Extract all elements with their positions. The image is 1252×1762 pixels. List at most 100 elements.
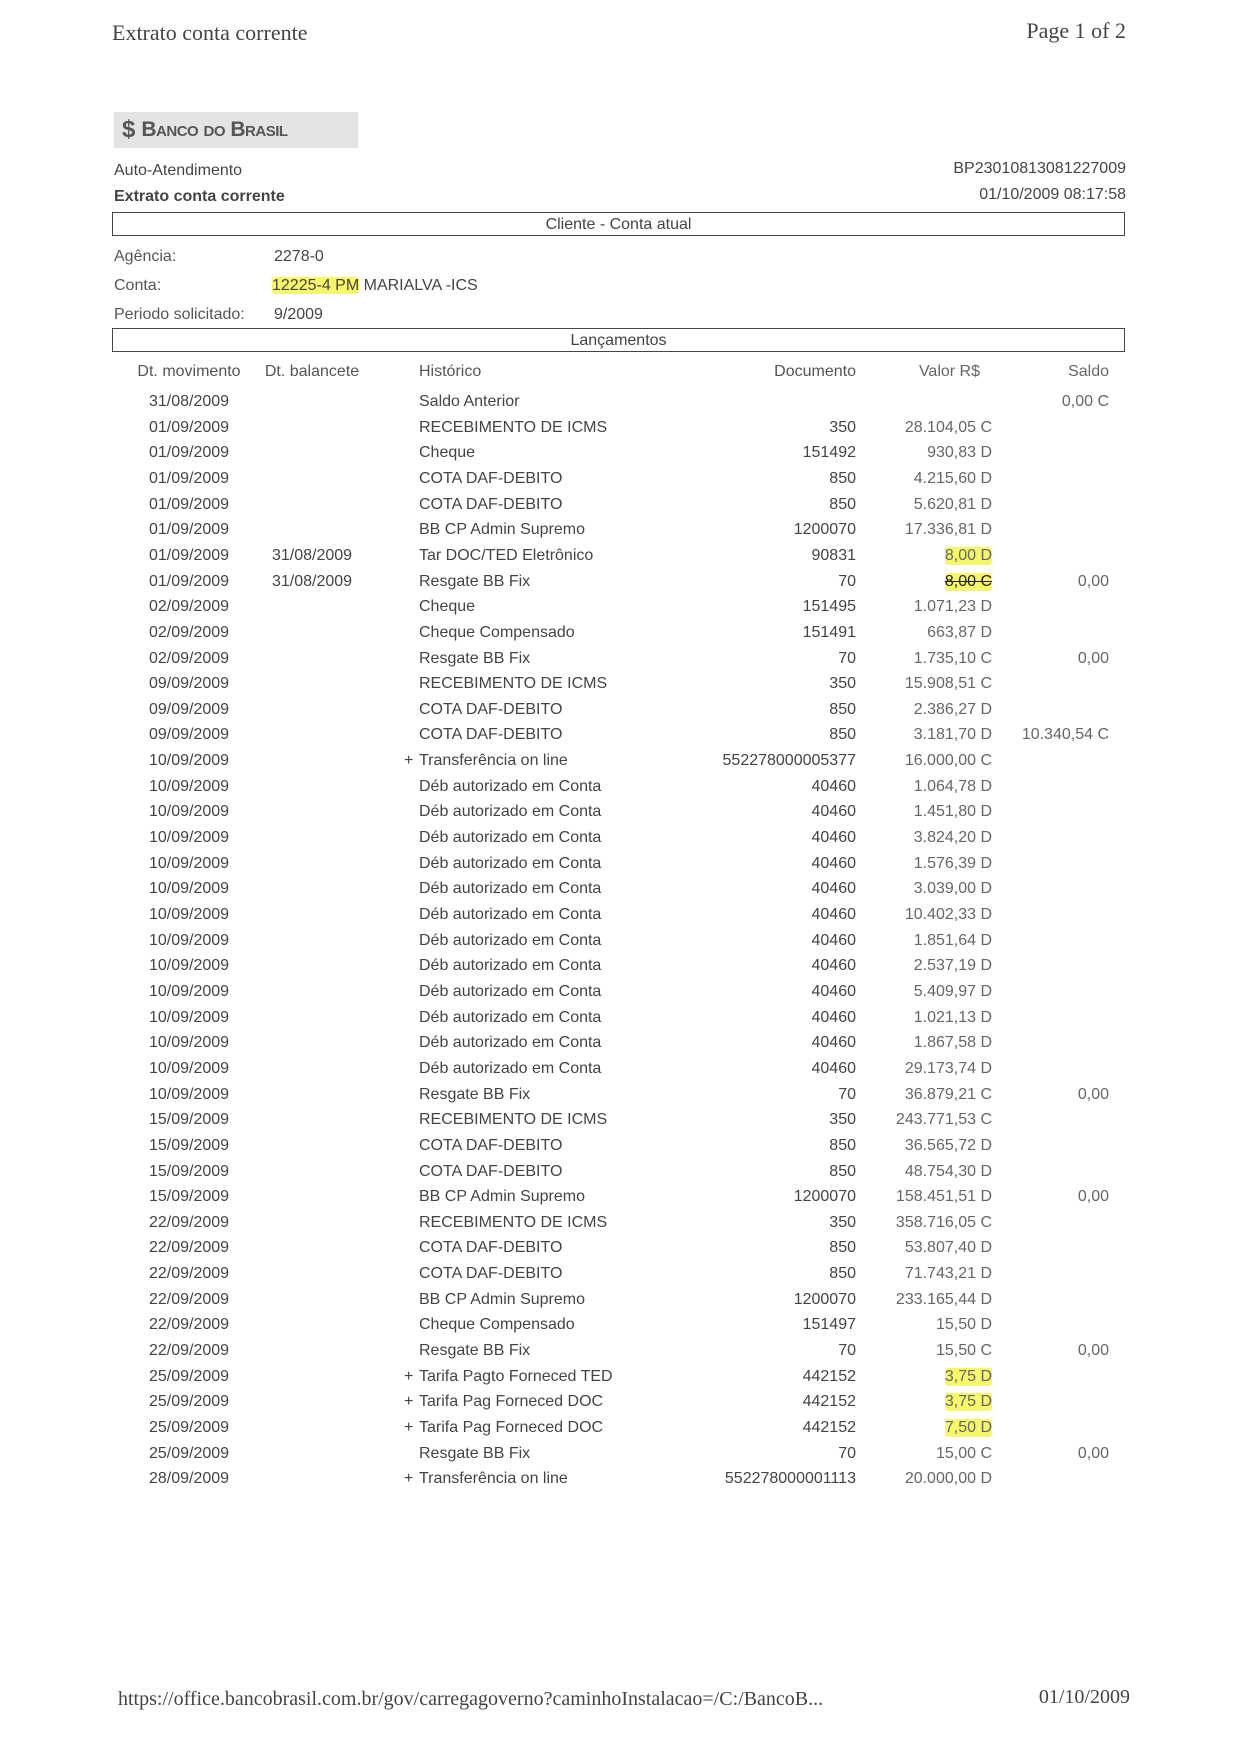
cell-historico: Resgate BB Fix <box>419 649 531 667</box>
cell-documento: 40460 <box>811 854 857 872</box>
table-row: 10/09/2009 + Transferência on line 55227800… <box>0 752 1252 777</box>
cell-documento: 90831 <box>811 546 857 564</box>
cell-dt-movimento: 15/09/2009 <box>148 1188 230 1206</box>
cell-dt-movimento: 28/09/2009 <box>148 1470 230 1488</box>
cell-historico: Déb autorizado em Conta <box>419 880 602 898</box>
cell-historico: Tarifa Pagto Forneced TED <box>419 1367 613 1385</box>
cell-historico: Déb autorizado em Conta <box>419 854 602 872</box>
cell-documento: 850 <box>829 1162 856 1180</box>
cell-documento: 442152 <box>802 1393 856 1411</box>
cell-dt-movimento: 01/09/2009 <box>148 495 230 513</box>
cell-dt-movimento: 25/09/2009 <box>148 1444 230 1462</box>
cell-historico: COTA DAF-DEBITO <box>419 1162 563 1180</box>
cell-valor: 1.735,10 C <box>913 649 992 667</box>
cell-historico: Resgate BB Fix <box>419 572 531 590</box>
cell-historico: COTA DAF-DEBITO <box>419 469 563 487</box>
cell-valor: 3,75 D <box>944 1393 992 1412</box>
cell-documento: 70 <box>838 1342 856 1360</box>
cell-dt-movimento: 10/09/2009 <box>148 1085 230 1103</box>
cell-historico: Resgate BB Fix <box>419 1444 531 1462</box>
cell-historico: Déb autorizado em Conta <box>419 957 602 975</box>
cell-valor: 48.754,30 D <box>904 1162 992 1180</box>
table-row: 01/09/2009 COTA DAF-DEBITO 850 5.620,81 D <box>0 496 1252 521</box>
col-valor: Valor R$ <box>918 363 980 380</box>
table-row: 15/09/2009 BB CP Admin Supremo 1200070 158.… <box>0 1188 1252 1213</box>
table-row: 22/09/2009 COTA DAF-DEBITO 850 71.743,21 D <box>0 1265 1252 1290</box>
cell-dt-movimento: 22/09/2009 <box>148 1265 230 1283</box>
table-row: 10/09/2009 Resgate BB Fix 70 36.879,21 C 0,0… <box>0 1086 1252 1111</box>
cell-historico: Tar DOC/TED Eletrônico <box>419 546 594 564</box>
cell-documento: 1200070 <box>793 521 856 539</box>
cell-documento: 151492 <box>802 444 856 462</box>
cell-dt-movimento: 10/09/2009 <box>148 1059 230 1077</box>
cell-documento: 850 <box>829 726 856 744</box>
cell-documento: 552278000001113 <box>724 1470 856 1488</box>
header-service: Auto-Atendimento <box>114 162 243 179</box>
cell-documento: 40460 <box>811 931 857 949</box>
cell-documento: 350 <box>829 675 856 693</box>
cell-historico: RECEBIMENTO DE ICMS <box>419 418 608 436</box>
cell-dt-movimento: 10/09/2009 <box>148 752 230 770</box>
table-row: 10/09/2009 Déb autorizado em Conta 40460 2.… <box>0 957 1252 982</box>
cell-valor: 15,50 D <box>935 1316 992 1334</box>
cell-documento: 442152 <box>802 1367 856 1385</box>
table-row: 02/09/2009 Cheque Compensado 151491 663,87 … <box>0 624 1252 649</box>
table-row: 25/09/2009 Resgate BB Fix 70 15,00 C 0,00 <box>0 1445 1252 1470</box>
header-doc-title: Extrato conta corrente <box>114 188 285 205</box>
cell-dt-movimento: 09/09/2009 <box>148 700 230 718</box>
cliente-section-header: Cliente - Conta atual <box>112 212 1125 236</box>
cell-valor: 28.104,05 C <box>904 418 992 436</box>
cell-documento: 850 <box>829 700 856 718</box>
cell-documento: 850 <box>829 1239 856 1257</box>
table-row: 09/09/2009 COTA DAF-DEBITO 850 2.386,27 D <box>0 701 1252 726</box>
table-row: 25/09/2009 + Tarifa Pag Forneced DOC 442152… <box>0 1393 1252 1418</box>
cell-documento: 40460 <box>811 982 857 1000</box>
banco-do-brasil-logo-icon: $ <box>122 116 136 143</box>
table-row: 22/09/2009 Resgate BB Fix 70 15,50 C 0,00 <box>0 1342 1252 1367</box>
bank-logo-text: Banco do Brasil <box>141 118 288 141</box>
cell-dt-movimento: 10/09/2009 <box>148 880 230 898</box>
cell-saldo: 0,00 <box>1077 572 1109 590</box>
cell-historico: Déb autorizado em Conta <box>419 982 602 1000</box>
cell-saldo: 0,00 <box>1077 649 1109 667</box>
table-row: 10/09/2009 Déb autorizado em Conta 40460 3.… <box>0 880 1252 905</box>
cell-valor: 71.743,21 D <box>904 1265 992 1283</box>
page-number: Page 1 of 2 <box>1026 18 1126 43</box>
cell-documento: 350 <box>829 1111 856 1129</box>
cell-dt-movimento: 10/09/2009 <box>148 854 230 872</box>
table-row: 09/09/2009 COTA DAF-DEBITO 850 3.181,70 D 10… <box>0 726 1252 751</box>
cell-valor: 1.867,58 D <box>913 1034 992 1052</box>
cell-dt-movimento: 09/09/2009 <box>148 726 230 744</box>
cell-historico: Cheque <box>419 444 476 462</box>
cell-historico: Cheque Compensado <box>419 1316 575 1334</box>
cell-dt-movimento: 09/09/2009 <box>148 675 230 693</box>
cell-dt-movimento: 10/09/2009 <box>148 1034 230 1052</box>
cell-saldo: 10.340,54 C <box>1021 726 1109 744</box>
table-row: 10/09/2009 Déb autorizado em Conta 40460 5.… <box>0 983 1252 1008</box>
cell-valor: 243.771,53 C <box>895 1111 992 1129</box>
cell-historico: Déb autorizado em Conta <box>419 931 602 949</box>
cell-historico: COTA DAF-DEBITO <box>419 1136 563 1154</box>
col-documento: Documento <box>774 363 856 380</box>
cell-documento: 40460 <box>811 829 857 847</box>
bank-logo: $ Banco do Brasil <box>114 112 358 148</box>
cell-dt-balancete: 31/08/2009 <box>271 572 353 590</box>
cell-valor: 1.064,78 D <box>913 777 992 795</box>
cell-valor: 8,00 C <box>944 572 992 591</box>
col-historico: Histórico <box>419 363 482 380</box>
table-row: 10/09/2009 Déb autorizado em Conta 40460 1.… <box>0 803 1252 828</box>
cell-dt-movimento: 01/09/2009 <box>148 444 230 462</box>
cell-valor: 1.071,23 D <box>913 598 992 616</box>
cell-plus-marker: + <box>404 752 414 770</box>
cell-documento: 70 <box>838 572 856 590</box>
header-datetime: 01/10/2009 08:17:58 <box>979 186 1126 203</box>
cell-valor: 16.000,00 C <box>904 752 992 770</box>
table-row: 10/09/2009 Déb autorizado em Conta 40460 3.… <box>0 829 1252 854</box>
agencia-value: 2278-0 <box>274 248 324 265</box>
agencia-label: Agência: <box>114 248 177 265</box>
cell-dt-movimento: 01/09/2009 <box>148 546 230 564</box>
cell-dt-movimento: 15/09/2009 <box>148 1162 230 1180</box>
cell-valor: 3.039,00 D <box>913 880 992 898</box>
table-row: 10/09/2009 Déb autorizado em Conta 40460 1.… <box>0 932 1252 957</box>
cell-dt-movimento: 10/09/2009 <box>148 906 230 923</box>
